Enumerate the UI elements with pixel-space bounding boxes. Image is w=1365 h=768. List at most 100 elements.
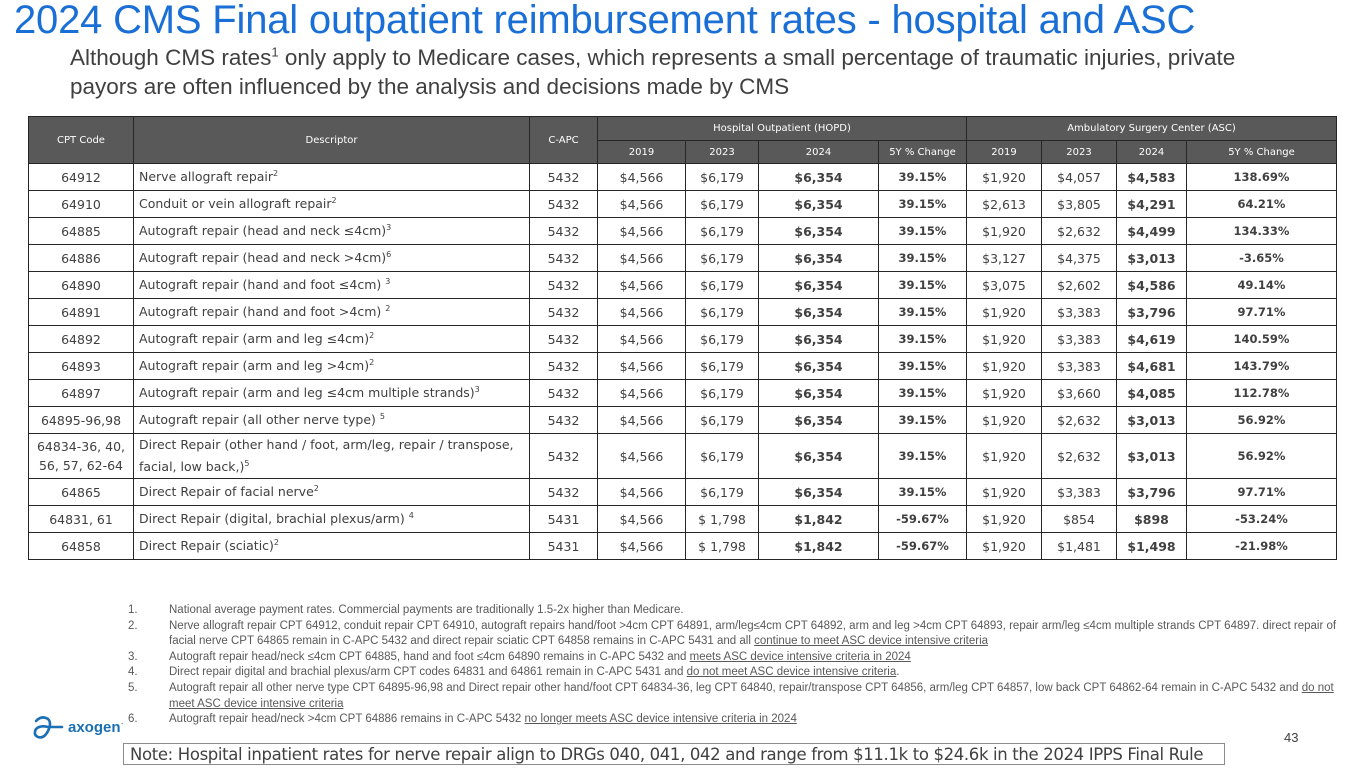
cell-hopd-2023: $ 1,798: [685, 532, 759, 560]
table-row: 64897 Autograft repair (arm and leg ≤4cm …: [28, 379, 1337, 407]
footnote-number: 3.: [128, 650, 138, 663]
descriptor-text: Autograft repair (hand and foot ≤4cm): [139, 277, 386, 293]
cell-hopd-2019: $4,566: [597, 433, 686, 479]
table-row: 64834-36, 40, 56, 57, 62-64 Direct Repair…: [28, 433, 1337, 479]
cell-asc-2019: $3,075: [966, 271, 1042, 299]
table-row: 64831, 61 Direct Repair (digital, brachia…: [28, 505, 1337, 533]
cell-hopd-change: -59.67%: [878, 532, 967, 560]
cell-asc-2024: $1,498: [1116, 532, 1187, 560]
cell-descriptor: Nerve allograft repair2: [133, 163, 530, 191]
cell-hopd-change: 39.15%: [878, 271, 967, 299]
cell-hopd-change: 39.15%: [878, 244, 967, 272]
cell-hopd-change: 39.15%: [878, 325, 967, 353]
table-row: 64892 Autograft repair (arm and leg ≤4cm)…: [28, 325, 1337, 353]
cell-hopd-2023: $6,179: [685, 478, 759, 506]
cell-asc-2019: $1,920: [966, 478, 1042, 506]
cell-hopd-change: 39.15%: [878, 406, 967, 434]
cell-capc: 5432: [529, 325, 598, 353]
cell-capc: 5431: [529, 505, 598, 533]
col-header-cpt: CPT Code: [28, 116, 134, 164]
reimbursement-table: CPT Code Descriptor C-APC Hospital Outpa…: [28, 116, 1337, 560]
footnote-emphasis: meets ASC device intensive criteria in 2…: [689, 650, 911, 663]
cell-asc-2023: $3,383: [1041, 298, 1117, 326]
cell-capc: 5432: [529, 163, 598, 191]
descriptor-text: Direct Repair (other hand / foot, arm/le…: [139, 437, 514, 475]
cell-hopd-2024: $6,354: [758, 163, 879, 191]
subtitle-text: Although CMS rates: [70, 45, 272, 70]
cell-hopd-2019: $4,566: [597, 190, 686, 218]
cell-hopd-2024: $6,354: [758, 478, 879, 506]
cell-hopd-2023: $6,179: [685, 352, 759, 380]
cell-capc: 5432: [529, 271, 598, 299]
cell-asc-2023: $854: [1041, 505, 1117, 533]
cell-cpt-code: 64891: [28, 298, 134, 326]
footnote-text: National average payment rates. Commerci…: [169, 604, 684, 616]
cell-hopd-2019: $4,566: [597, 352, 686, 380]
cell-hopd-2019: $4,566: [597, 532, 686, 560]
cell-hopd-change: 39.15%: [878, 190, 967, 218]
cell-hopd-2019: $4,566: [597, 505, 686, 533]
footnote-ref: 3: [474, 385, 480, 395]
table-row: 64910 Conduit or vein allograft repair2 54…: [28, 190, 1337, 218]
col-header-hopd-2024: 2024: [758, 140, 879, 164]
cell-hopd-2019: $4,566: [597, 163, 686, 191]
cell-hopd-2023: $6,179: [685, 163, 759, 191]
cell-hopd-2024: $6,354: [758, 379, 879, 407]
footnote-emphasis: do not meet ASC device intensive criteri…: [686, 666, 897, 679]
col-header-descriptor: Descriptor: [133, 116, 530, 164]
cell-asc-change: 97.71%: [1186, 478, 1337, 506]
cell-hopd-2023: $6,179: [685, 433, 759, 479]
descriptor-text: Conduit or vein allograft repair: [139, 196, 332, 212]
cell-cpt-code: 64886: [28, 244, 134, 272]
cell-asc-2024: $4,681: [1116, 352, 1187, 380]
cell-asc-2024: $898: [1116, 505, 1187, 533]
footnote-item: 4. Direct repair digital and brachial ple…: [128, 665, 1358, 681]
footnote-text: .: [896, 666, 900, 679]
cell-hopd-2023: $6,179: [685, 190, 759, 218]
cell-capc: 5432: [529, 217, 598, 245]
cell-asc-change: 49.14%: [1186, 271, 1337, 299]
cell-asc-2019: $1,920: [966, 217, 1042, 245]
cell-hopd-2019: $4,566: [597, 217, 686, 245]
footnote-number: 6.: [128, 713, 138, 726]
col-header-hopd-2023: 2023: [685, 140, 759, 164]
cell-descriptor: Autograft repair (hand and foot >4cm) 2: [133, 298, 530, 326]
cell-asc-change: 56.92%: [1186, 433, 1337, 479]
descriptor-text: Autograft repair (head and neck ≤4cm): [139, 223, 387, 239]
footnote-item: 2. Nerve allograft repair CPT 64912, cond…: [128, 619, 1358, 650]
page-title: 2024 CMS Final outpatient reimbursement …: [14, 0, 1196, 42]
cell-asc-2023: $2,632: [1041, 406, 1117, 434]
cell-asc-2023: $3,383: [1041, 325, 1117, 353]
cell-cpt-code: 64893: [28, 352, 134, 380]
cell-asc-2023: $2,632: [1041, 217, 1117, 245]
cell-cpt-code: 64892: [28, 325, 134, 353]
cell-asc-change: 143.79%: [1186, 352, 1337, 380]
cell-hopd-2024: $6,354: [758, 190, 879, 218]
cell-cpt-code: 64834-36, 40, 56, 57, 62-64: [28, 433, 134, 479]
cell-descriptor: Autograft repair (arm and leg ≤4cm multi…: [133, 379, 530, 407]
cell-asc-2019: $3,127: [966, 244, 1042, 272]
descriptor-text: Autograft repair (head and neck >4cm): [139, 250, 387, 266]
cell-capc: 5432: [529, 298, 598, 326]
cell-hopd-2019: $4,566: [597, 325, 686, 353]
footnote-text: Autograft repair head/neck >4cm CPT 6488…: [169, 713, 525, 726]
cell-cpt-code: 64895-96,98: [28, 406, 134, 434]
cell-asc-2019: $1,920: [966, 532, 1042, 560]
cell-hopd-2024: $6,354: [758, 298, 879, 326]
cell-asc-2019: $1,920: [966, 298, 1042, 326]
cell-asc-2024: $4,583: [1116, 163, 1187, 191]
col-header-capc: C-APC: [529, 116, 598, 164]
cell-descriptor: Autograft repair (all other nerve type) …: [133, 406, 530, 434]
cell-asc-2019: $1,920: [966, 352, 1042, 380]
cell-hopd-2019: $4,566: [597, 379, 686, 407]
cell-hopd-2023: $6,179: [685, 406, 759, 434]
cell-hopd-2019: $4,566: [597, 271, 686, 299]
footnote-emphasis: continue to meet ASC device intensive cr…: [754, 635, 989, 648]
footnote-text: Direct repair digital and brachial plexu…: [169, 666, 687, 679]
footnote-ref: 2: [369, 358, 375, 368]
footnote-emphasis: do not meet ASC device intensive criteri…: [169, 681, 1334, 710]
cell-asc-change: -3.65%: [1186, 244, 1337, 272]
cell-asc-2023: $4,375: [1041, 244, 1117, 272]
cell-hopd-change: 39.15%: [878, 433, 967, 479]
footnote-item: 5. Autograft repair all other nerve type …: [128, 681, 1358, 712]
